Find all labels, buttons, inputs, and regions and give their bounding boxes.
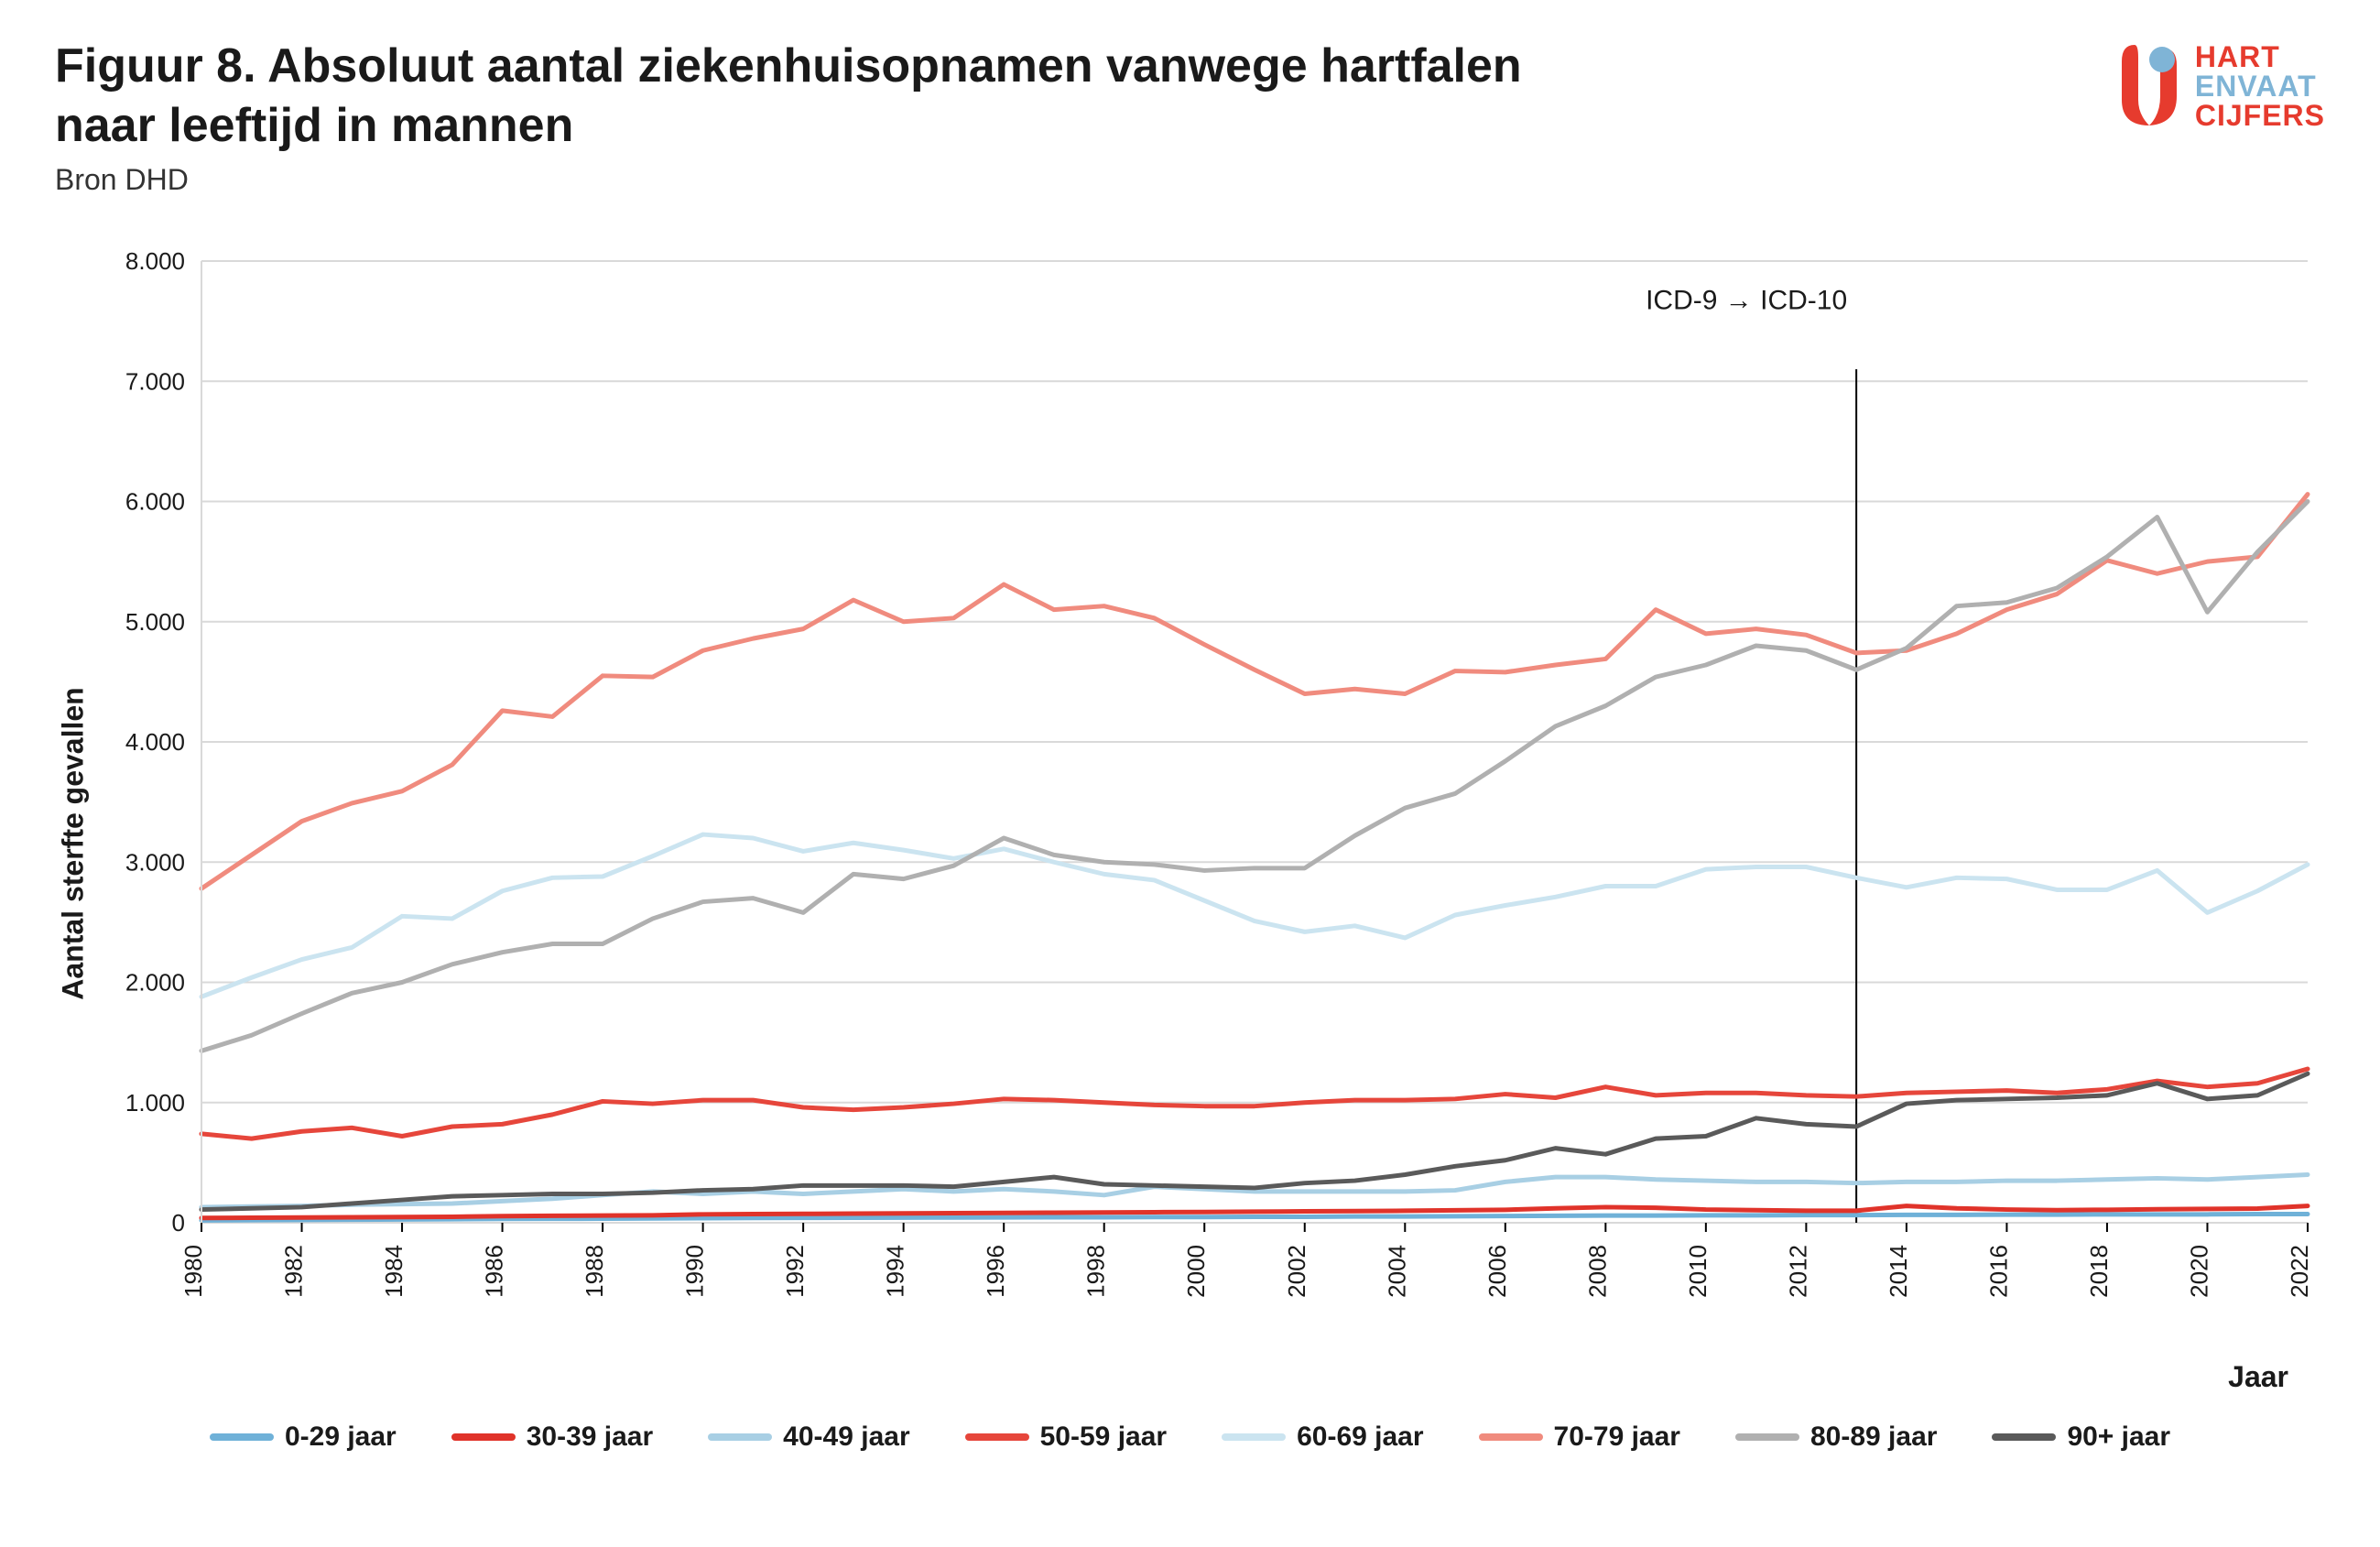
logo-text-line3: CIJFERS [2195,101,2325,130]
svg-text:1988: 1988 [581,1245,608,1298]
legend-item: 0-29 jaar [210,1422,397,1453]
svg-text:2014: 2014 [1885,1245,1912,1298]
svg-text:2020: 2020 [2185,1245,2212,1298]
series-line [201,1069,2308,1138]
svg-text:2.000: 2.000 [125,969,185,997]
svg-text:2006: 2006 [1483,1245,1511,1298]
svg-text:2018: 2018 [2085,1245,2113,1298]
svg-text:2022: 2022 [2286,1245,2313,1298]
y-axis-title: Aantal sterfte gevallen [57,687,91,999]
legend-label: 90+ jaar [2067,1422,2170,1453]
svg-text:ICD-9 → ICD-10: ICD-9 → ICD-10 [1646,286,1847,316]
legend-item: 40-49 jaar [708,1422,909,1453]
legend-label: 80-89 jaar [1810,1422,1937,1453]
svg-text:1980: 1980 [179,1245,207,1298]
chart-container: Aantal sterfte gevallen 0 1.000 2.000 3.000… [55,234,2325,1453]
chart-title: Figuur 8. Absoluut aantal ziekenhuisopna… [55,37,1612,156]
legend-item: 30-39 jaar [451,1422,653,1453]
svg-text:2000: 2000 [1182,1245,1210,1298]
svg-text:1984: 1984 [380,1245,408,1298]
chart-legend: 0-29 jaar 30-39 jaar 40-49 jaar 50-59 jaar 6… [55,1422,2325,1453]
legend-swatch [210,1433,274,1441]
svg-text:8.000: 8.000 [125,247,185,275]
svg-text:1992: 1992 [781,1245,809,1298]
series-line [201,1073,2308,1209]
series-line [201,502,2308,1051]
legend-label: 30-39 jaar [527,1422,653,1453]
x-axis-title: Jaar [2228,1360,2288,1393]
legend-swatch [965,1433,1029,1441]
svg-text:2012: 2012 [1784,1245,1811,1298]
svg-text:1.000: 1.000 [125,1089,185,1117]
logo-text-line2: ENVAAT [2195,71,2325,101]
svg-text:2002: 2002 [1283,1245,1310,1298]
brand-logo: HART ENVAAT CIJFERS [2116,42,2325,130]
svg-text:1990: 1990 [681,1245,709,1298]
legend-item: 50-59 jaar [965,1422,1167,1453]
svg-text:6.000: 6.000 [125,488,185,516]
series-line [201,1175,2308,1207]
legend-label: 50-59 jaar [1040,1422,1167,1453]
svg-text:4.000: 4.000 [125,728,185,756]
legend-swatch [451,1433,516,1441]
series-line [201,495,2308,889]
svg-text:2004: 2004 [1383,1245,1410,1298]
legend-swatch [1992,1433,2056,1441]
svg-text:7.000: 7.000 [125,367,185,395]
chart-subtitle: Bron DHD [55,163,1612,197]
legend-item: 80-89 jaar [1735,1422,1937,1453]
line-chart: 0 1.000 2.000 3.000 4.000 5.000 6.000 7.000 8.00… [55,234,2344,1351]
legend-item: 70-79 jaar [1479,1422,1680,1453]
legend-label: 60-69 jaar [1297,1422,1423,1453]
svg-text:2008: 2008 [1583,1245,1611,1298]
series-line [201,834,2308,997]
legend-item: 90+ jaar [1992,1422,2170,1453]
logo-heart-icon [2116,45,2182,127]
legend-label: 0-29 jaar [285,1422,397,1453]
legend-swatch [708,1433,772,1441]
svg-text:0: 0 [172,1209,185,1237]
legend-swatch [1735,1433,1799,1441]
svg-text:1982: 1982 [280,1245,308,1298]
svg-text:1994: 1994 [882,1245,909,1298]
svg-text:1986: 1986 [481,1245,508,1298]
legend-label: 70-79 jaar [1554,1422,1680,1453]
legend-swatch [1479,1433,1543,1441]
svg-text:2010: 2010 [1684,1245,1712,1298]
svg-text:1998: 1998 [1082,1245,1110,1298]
legend-item: 60-69 jaar [1222,1422,1423,1453]
legend-swatch [1222,1433,1286,1441]
legend-label: 40-49 jaar [783,1422,909,1453]
svg-text:3.000: 3.000 [125,848,185,876]
svg-text:2016: 2016 [1984,1245,2012,1298]
svg-text:1996: 1996 [982,1245,1009,1298]
logo-text-line1: HART [2195,42,2325,71]
svg-text:5.000: 5.000 [125,608,185,636]
